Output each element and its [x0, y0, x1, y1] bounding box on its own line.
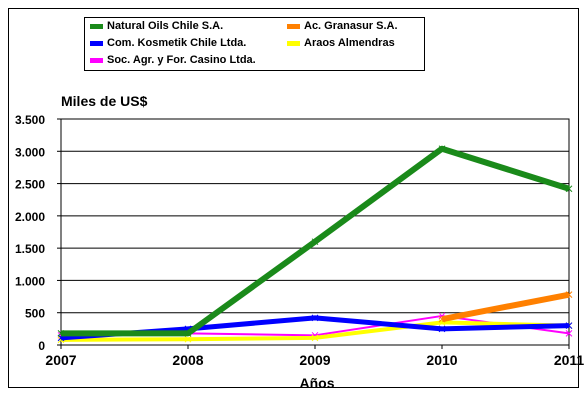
x-tick-label: 2010 [426, 352, 457, 368]
x-tick-label: 2008 [172, 352, 203, 368]
y-axis-ticks: 0 500 1.000 1.500 2.000 2.500 3.000 3.500 [15, 113, 61, 353]
data-point-marker [57, 330, 65, 337]
x-tick-label: 2011 [554, 352, 585, 368]
legend-entry-granasur: Ac. Granasur S.A. [287, 20, 398, 32]
legend-swatch-natural-oils [90, 23, 103, 29]
data-point-marker [311, 314, 319, 322]
data-point-marker [565, 291, 573, 298]
data-point-marker [438, 312, 446, 320]
y-tick-label: 2.500 [15, 178, 45, 192]
legend-label-araos: Araos Almendras [304, 37, 395, 49]
legend-swatch-araos [287, 40, 300, 46]
y-tick-label: 2.000 [15, 210, 45, 224]
y-tick-label: 1.500 [15, 242, 45, 256]
y-tick-label: 3.500 [15, 113, 45, 127]
grid-lines [61, 150, 569, 314]
y-tick-label: 1.000 [15, 274, 45, 288]
data-point-marker [438, 315, 446, 323]
legend-swatch-casino [90, 57, 103, 63]
chart-legend: Natural Oils Chile S.A. Ac. Granasur S.A… [84, 17, 425, 71]
x-axis-ticks: 2007 2008 2009 2010 2011 [45, 345, 584, 368]
series-line [441, 291, 570, 323]
x-tick-label: 2009 [299, 352, 330, 368]
data-point-marker [565, 330, 573, 337]
data-point-marker [438, 325, 446, 333]
data-point-marker [184, 330, 192, 337]
legend-entry-araos: Araos Almendras [287, 37, 395, 49]
data-point-marker [184, 335, 192, 343]
data-point-marker [565, 185, 573, 193]
legend-swatch-kosmetik [90, 40, 103, 46]
y-tick-label: 500 [25, 307, 45, 321]
y-axis-label: Miles de US$ [61, 93, 148, 109]
legend-label-natural-oils: Natural Oils Chile S.A. [107, 20, 224, 32]
legend-swatch-granasur [287, 23, 300, 29]
legend-entry-natural-oils: Natural Oils Chile S.A. [90, 20, 223, 32]
data-point-marker [565, 322, 573, 329]
data-point-marker [438, 145, 446, 153]
legend-entry-kosmetik: Com. Kosmetik Chile Ltda. [90, 37, 246, 49]
y-tick-label: 0 [38, 339, 45, 353]
legend-label-casino: Soc. Agr. y For. Casino Ltda. [107, 54, 256, 66]
data-point-marker [311, 238, 319, 246]
legend-label-kosmetik: Com. Kosmetik Chile Ltda. [107, 37, 247, 49]
y-tick-label: 3.000 [15, 145, 45, 159]
series-lines [57, 145, 573, 344]
x-tick-label: 2007 [45, 352, 76, 368]
legend-label-granasur: Ac. Granasur S.A. [304, 20, 398, 32]
legend-entry-casino: Soc. Agr. y For. Casino Ltda. [90, 54, 256, 66]
data-point-marker [311, 334, 319, 342]
x-axis-label: Años [300, 375, 335, 391]
